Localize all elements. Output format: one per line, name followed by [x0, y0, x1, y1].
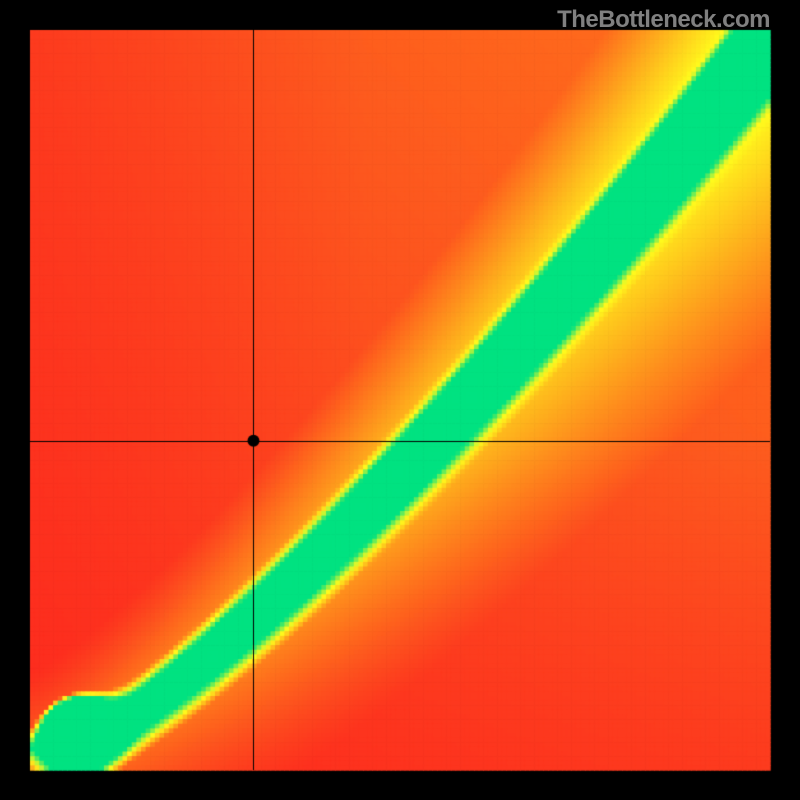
watermark-label: TheBottleneck.com: [557, 6, 770, 34]
bottleneck-heatmap-canvas: [0, 0, 800, 800]
chart-container: TheBottleneck.com: [0, 0, 800, 800]
